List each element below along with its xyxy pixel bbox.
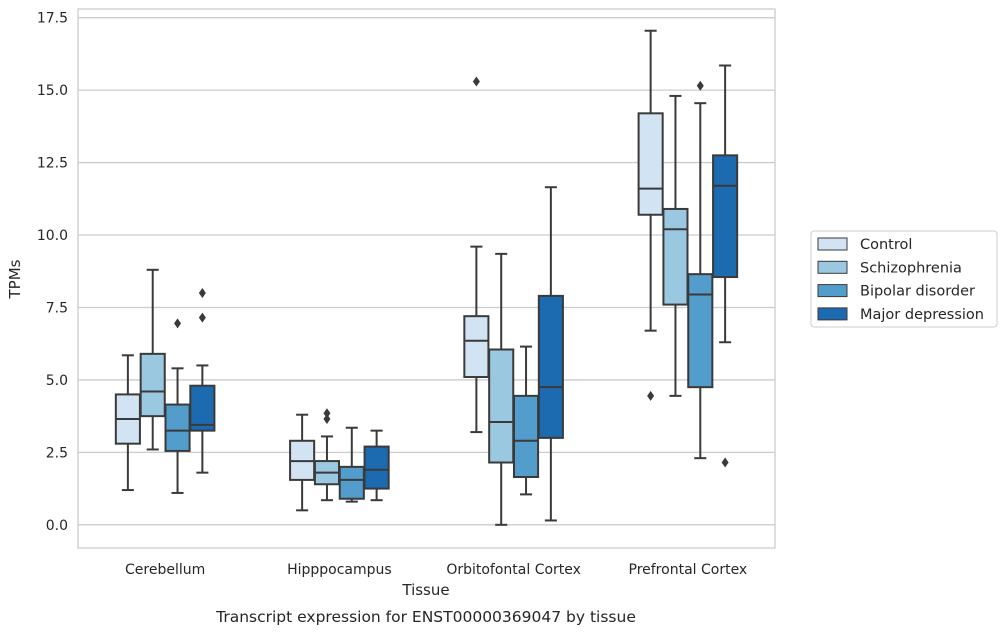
legend-label: Schizophrenia [860, 260, 962, 276]
figure-caption: Transcript expression for ENST0000036904… [215, 608, 636, 626]
box [363, 445, 390, 490]
box-group [338, 426, 365, 503]
x-tick-label: Orbitofontal Cortex [446, 562, 581, 578]
y-tick-label: 17.5 [37, 11, 68, 27]
box-group [537, 186, 564, 522]
box-group [313, 408, 341, 502]
box [338, 465, 365, 500]
y-axis-ticks: 0.0 2.5 5.0 7.5 10.0 12.5 15.0 17.5 [37, 11, 68, 534]
outlier-point [721, 457, 729, 468]
y-tick-label: 10.0 [37, 228, 68, 244]
x-axis-label: Tissue [401, 581, 449, 599]
box [712, 154, 739, 279]
box-group [712, 64, 739, 468]
y-tick-label: 5.0 [46, 373, 68, 389]
legend-items: Control Schizophrenia Bipolar disorder Majo… [817, 237, 984, 323]
y-tick-label: 15.0 [37, 83, 68, 99]
box-group [114, 354, 141, 492]
box-group [189, 287, 216, 474]
box-group [139, 268, 166, 451]
box [662, 207, 689, 306]
outlier-point [323, 408, 331, 419]
x-tick-label: Prefrontal Cortex [629, 562, 748, 578]
plot-area-frame [77, 8, 776, 549]
box-group [687, 80, 714, 460]
x-tick-label: Hipppocampus [287, 562, 392, 578]
box-group [662, 94, 689, 397]
box [164, 403, 191, 452]
legend-swatch [817, 307, 848, 321]
box [637, 112, 664, 216]
legend-label: Major depression [860, 307, 984, 323]
outlier-point [198, 312, 206, 323]
box-group [512, 345, 540, 496]
legend-label: Bipolar disorder [860, 284, 975, 300]
legend-swatch [817, 284, 848, 298]
outlier-point [696, 80, 704, 91]
box-group [488, 252, 515, 526]
legend-swatch [817, 237, 848, 251]
boxplot-layer [114, 29, 739, 526]
legend-frame [810, 230, 998, 328]
x-tick-label: Cerebellum [125, 562, 205, 578]
box [512, 394, 540, 479]
outlier-point [323, 414, 331, 425]
box [139, 352, 166, 418]
legend-label: Control [860, 237, 912, 253]
y-tick-label: 12.5 [37, 156, 68, 172]
box [687, 273, 714, 389]
outlier-point [174, 318, 182, 329]
box-group [463, 76, 490, 434]
box [488, 348, 515, 464]
box-group [637, 29, 664, 401]
gridlines [78, 17, 775, 526]
box-group [289, 413, 316, 512]
box [189, 384, 216, 432]
box-group [164, 318, 191, 494]
box-group [363, 429, 390, 502]
legend-swatch [817, 260, 848, 274]
x-axis-ticks: Cerebellum Hipppocampus Orbitofontal Corte… [125, 562, 747, 578]
box [537, 294, 564, 439]
outlier-point [198, 287, 206, 298]
y-tick-label: 2.5 [46, 445, 68, 461]
y-tick-label: 7.5 [46, 300, 68, 316]
outlier-point [472, 76, 480, 87]
legend: Control Schizophrenia Bipolar disorder Majo… [810, 230, 998, 328]
y-tick-label: 0.0 [46, 518, 68, 534]
box [463, 315, 490, 379]
y-axis-label: TPMs [6, 259, 24, 299]
outlier-point [647, 390, 655, 401]
